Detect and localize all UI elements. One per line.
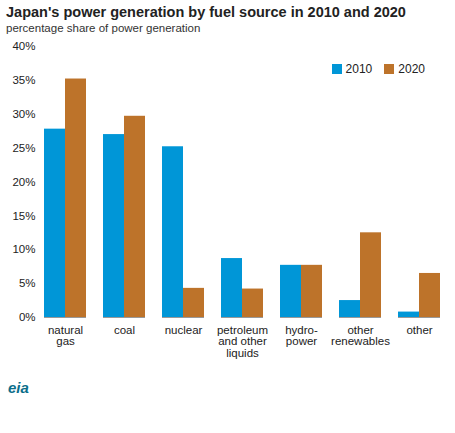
html-text:2020: 2020 bbox=[398, 62, 425, 76]
svg-text:25%: 25% bbox=[12, 142, 35, 154]
svg-text:coal: coal bbox=[114, 324, 135, 336]
svg-text:5%: 5% bbox=[19, 277, 36, 289]
svg-text:nuclear: nuclear bbox=[165, 324, 203, 336]
svg-text:0%: 0% bbox=[19, 311, 36, 323]
svg-text:otherrenewables: otherrenewables bbox=[331, 324, 390, 348]
svg-text:hydro-power: hydro-power bbox=[285, 324, 318, 348]
svg-text:naturalgas: naturalgas bbox=[48, 324, 83, 348]
svg-text:10%: 10% bbox=[12, 243, 35, 255]
html-text:percentage share of power gene: percentage share of power generation bbox=[6, 22, 201, 34]
html-text:Japan's power generation by fu: Japan's power generation by fuel source … bbox=[6, 4, 406, 20]
svg-text:35%: 35% bbox=[12, 74, 35, 86]
svg-text:20%: 20% bbox=[12, 176, 35, 188]
html-text:2010: 2010 bbox=[345, 62, 373, 76]
svg-text:30%: 30% bbox=[12, 108, 35, 120]
svg-text:petroleumand otherliquids: petroleumand otherliquids bbox=[217, 324, 268, 359]
html-text:eia: eia bbox=[8, 379, 29, 396]
svg-text:15%: 15% bbox=[12, 210, 35, 222]
svg-text:other: other bbox=[406, 324, 432, 336]
svg-text:40%: 40% bbox=[12, 40, 35, 52]
